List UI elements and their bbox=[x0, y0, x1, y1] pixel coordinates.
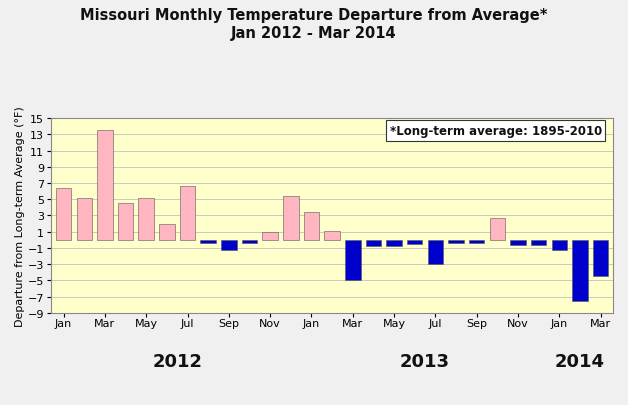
Text: *Long-term average: 1895-2010: *Long-term average: 1895-2010 bbox=[389, 125, 602, 138]
Text: 2013: 2013 bbox=[400, 352, 450, 370]
Bar bbox=[221, 240, 237, 251]
Bar bbox=[510, 240, 526, 245]
Bar bbox=[325, 231, 340, 240]
Bar bbox=[551, 240, 567, 251]
Bar bbox=[118, 204, 133, 240]
Y-axis label: Departure from Long-term Average (°F): Departure from Long-term Average (°F) bbox=[15, 106, 25, 326]
Bar bbox=[263, 232, 278, 240]
Bar bbox=[469, 240, 484, 243]
Text: 2014: 2014 bbox=[555, 352, 605, 370]
Bar bbox=[77, 199, 92, 240]
Bar bbox=[428, 240, 443, 264]
Bar bbox=[159, 224, 175, 240]
Text: Missouri Monthly Temperature Departure from Average*
Jan 2012 - Mar 2014: Missouri Monthly Temperature Departure f… bbox=[80, 8, 548, 40]
Text: 2012: 2012 bbox=[152, 352, 202, 370]
Bar bbox=[572, 240, 588, 301]
Bar bbox=[97, 130, 112, 240]
Bar bbox=[407, 240, 423, 244]
Bar bbox=[304, 213, 319, 240]
Bar bbox=[242, 240, 257, 243]
Bar bbox=[139, 199, 154, 240]
Bar bbox=[490, 218, 505, 240]
Bar bbox=[448, 240, 463, 243]
Bar bbox=[531, 240, 546, 245]
Bar bbox=[593, 240, 609, 277]
Bar bbox=[283, 196, 298, 240]
Bar bbox=[386, 240, 402, 247]
Bar bbox=[345, 240, 360, 281]
Bar bbox=[200, 240, 216, 243]
Bar bbox=[56, 188, 72, 240]
Bar bbox=[365, 240, 381, 247]
Bar bbox=[180, 187, 195, 240]
